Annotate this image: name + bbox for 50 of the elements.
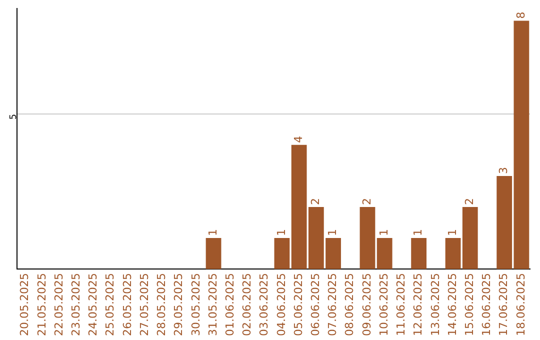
bar — [274, 238, 290, 270]
x-tick-label: 24.05.2025 — [86, 273, 100, 336]
bar — [445, 238, 461, 270]
x-tick-label: 03.06.2025 — [258, 273, 271, 336]
x-tick-label: 04.06.2025 — [274, 273, 288, 336]
x-tick-label: 11.06.2025 — [394, 273, 408, 336]
y-tick-label: 5 — [9, 114, 20, 120]
x-tick-label: 02.06.2025 — [240, 273, 254, 336]
bar — [462, 206, 478, 270]
x-tick-label: 22.05.2025 — [52, 273, 66, 336]
x-tick-label: 25.05.2025 — [104, 273, 117, 336]
x-tick-label: 13.06.2025 — [428, 273, 442, 336]
x-tick-label: 31.05.2025 — [206, 273, 220, 336]
x-tick-label: 16.06.2025 — [480, 273, 494, 336]
bar — [360, 206, 376, 270]
data-label: 1 — [206, 228, 220, 236]
x-tick-label: 27.05.2025 — [138, 273, 151, 336]
x-tick-label: 30.05.2025 — [189, 273, 202, 336]
data-label: 2 — [462, 198, 476, 205]
data-label: 1 — [326, 228, 340, 236]
x-tick-label: 07.06.2025 — [326, 273, 340, 336]
x-tick-label: 29.05.2025 — [172, 273, 186, 336]
x-tick-label: 08.06.2025 — [343, 273, 356, 336]
data-label: 8 — [514, 12, 528, 19]
x-tick-label: 28.05.2025 — [155, 273, 168, 336]
x-tick-label: 17.06.2025 — [497, 273, 510, 336]
x-tick-label: 14.06.2025 — [446, 273, 459, 336]
x-tick-label: 12.06.2025 — [412, 273, 425, 336]
data-label: 1 — [377, 228, 390, 236]
x-tick-label: 21.05.2025 — [35, 273, 48, 336]
bar — [376, 238, 392, 270]
x-tick-label: 05.06.2025 — [292, 273, 305, 336]
x-tick-label: 06.06.2025 — [309, 273, 322, 336]
data-label: 3 — [497, 166, 510, 174]
bar — [206, 238, 222, 270]
x-tick-label: 20.05.2025 — [18, 273, 32, 336]
data-label: 1 — [274, 228, 288, 236]
data-label: 2 — [360, 198, 374, 205]
x-tick-label: 15.06.2025 — [462, 273, 476, 336]
x-tick-label: 10.06.2025 — [377, 273, 390, 336]
data-label: 4 — [292, 136, 305, 143]
x-tick-label: 23.05.2025 — [70, 273, 83, 336]
data-label: 1 — [446, 228, 459, 236]
data-label: 1 — [412, 228, 425, 236]
data-label: 2 — [309, 198, 322, 205]
x-tick-label: 01.06.2025 — [223, 273, 236, 336]
x-tick-label: 18.06.2025 — [514, 273, 528, 336]
bar — [411, 238, 427, 270]
x-tick-label: 26.05.2025 — [120, 273, 134, 336]
x-tick-label: 09.06.2025 — [360, 273, 374, 336]
